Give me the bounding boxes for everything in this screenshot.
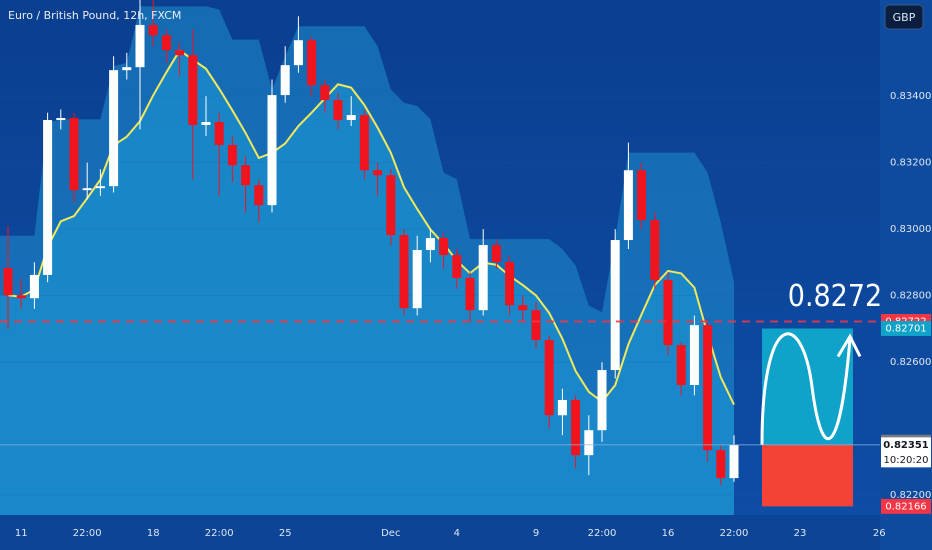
candle-body [491, 245, 501, 262]
y-tick-label: 0.83000 [890, 224, 931, 235]
candle-body [610, 240, 620, 371]
candle-body [254, 185, 264, 206]
candle-body [56, 118, 66, 121]
candle-body [109, 70, 119, 187]
price-label: 0.82166 [885, 501, 926, 512]
candle-body [29, 274, 39, 299]
candle-body [373, 170, 383, 176]
candle-body [452, 255, 462, 278]
candle-body [518, 305, 528, 311]
candle-body [412, 250, 422, 309]
candle-body [729, 444, 739, 479]
candle-body [188, 55, 198, 126]
candle-body [465, 277, 475, 311]
candle-body [82, 188, 92, 191]
price-label-box [881, 498, 931, 514]
candle-body [703, 325, 713, 451]
candle-body [623, 170, 633, 241]
candle-body [241, 165, 251, 186]
candle-body [214, 122, 224, 145]
candle-body [597, 370, 607, 431]
candle-body [584, 430, 594, 456]
x-tick-label: Dec [381, 528, 400, 539]
candle-body [227, 144, 237, 166]
candle-body [95, 186, 105, 189]
candle-body [676, 345, 686, 386]
candle-body [386, 175, 396, 236]
candle-body [280, 65, 290, 96]
x-tick-label: 9 [533, 528, 539, 539]
price-label: 0.82351 [883, 440, 929, 451]
price-label-box [881, 320, 931, 336]
candle-body [478, 245, 488, 311]
candle-body [531, 310, 541, 341]
candle-body [557, 399, 567, 416]
candle-body [333, 100, 343, 121]
candle-body [571, 399, 581, 456]
candle-body [399, 235, 409, 309]
y-tick-label: 0.82200 [890, 490, 931, 501]
candle-body [148, 24, 158, 36]
x-tick-label: 4 [454, 528, 460, 539]
candle-body [43, 120, 53, 275]
x-tick-label: 22:00 [73, 528, 102, 539]
candle-body [307, 40, 317, 86]
candle-body [439, 238, 449, 256]
candle-body [175, 50, 185, 56]
candle-body [689, 325, 699, 386]
price-label: 0.82701 [885, 323, 926, 334]
candle-body [293, 40, 303, 66]
candle-body [359, 115, 369, 171]
x-tick-label: 23 [794, 528, 807, 539]
candle-body [544, 340, 554, 416]
y-tick-label: 0.82600 [890, 357, 931, 368]
y-tick-label: 0.83400 [890, 91, 931, 102]
x-tick-label: 22:00 [205, 528, 234, 539]
x-tick-label: 26 [873, 528, 886, 539]
candle-body [201, 122, 211, 126]
candle-body [650, 220, 660, 280]
candle-body [69, 118, 79, 191]
candle-body [346, 115, 356, 121]
x-tick-label: 22:00 [588, 528, 617, 539]
candle-body [16, 295, 26, 299]
candle-body [3, 267, 13, 296]
currency-button[interactable] [884, 4, 924, 30]
candle-body [135, 24, 145, 68]
x-tick-label: 22:00 [720, 528, 749, 539]
stop-zone [762, 444, 853, 507]
candle-body [267, 95, 277, 206]
time-axis [0, 515, 880, 550]
x-tick-label: 11 [15, 528, 28, 539]
candle-body [663, 279, 673, 346]
moving-average [7, 49, 735, 406]
chart-title: Euro / British Pound, 12h, FXCM [8, 9, 181, 22]
candle-body [161, 35, 171, 51]
forecast-curve [760, 332, 852, 445]
currency-label[interactable]: GBP [893, 11, 916, 24]
y-tick-label: 0.83200 [890, 158, 931, 169]
annotation: 0.8272 [788, 279, 882, 314]
candle-body [320, 85, 330, 101]
candle-body [425, 238, 435, 251]
candle-body [716, 450, 726, 479]
forecast-arrow [836, 333, 862, 358]
candle-body [122, 67, 132, 71]
x-tick-label: 16 [662, 528, 675, 539]
countdown: 10:20:20 [884, 455, 929, 466]
price-label-box [881, 437, 931, 468]
candle-body [637, 170, 647, 221]
x-tick-label: 18 [147, 528, 160, 539]
candle-body [505, 261, 515, 306]
x-tick-label: 25 [279, 528, 292, 539]
price-axis [880, 0, 932, 550]
y-tick-label: 0.82800 [890, 291, 931, 302]
